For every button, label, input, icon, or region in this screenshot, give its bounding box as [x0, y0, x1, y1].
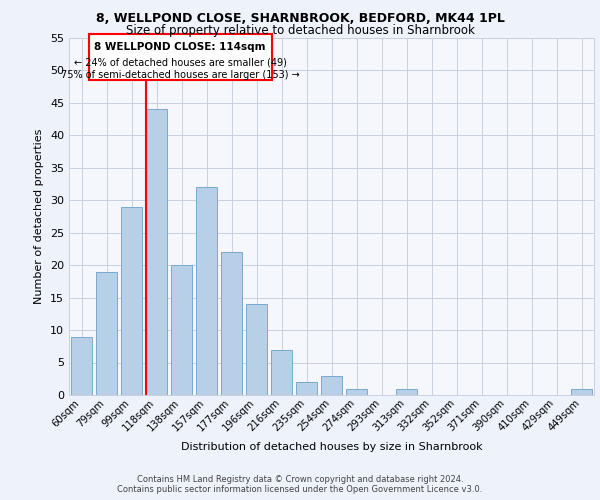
Text: 8 WELLPOND CLOSE: 114sqm: 8 WELLPOND CLOSE: 114sqm	[95, 42, 266, 52]
Text: ← 24% of detached houses are smaller (49): ← 24% of detached houses are smaller (49…	[74, 57, 287, 67]
Text: Contains HM Land Registry data © Crown copyright and database right 2024.: Contains HM Land Registry data © Crown c…	[137, 475, 463, 484]
Bar	[146, 109, 167, 395]
Bar	[121, 206, 142, 395]
Bar	[571, 388, 592, 395]
Bar	[321, 376, 342, 395]
Text: 8, WELLPOND CLOSE, SHARNBROOK, BEDFORD, MK44 1PL: 8, WELLPOND CLOSE, SHARNBROOK, BEDFORD, …	[95, 12, 505, 26]
Y-axis label: Number of detached properties: Number of detached properties	[34, 128, 44, 304]
Bar	[221, 252, 242, 395]
Bar	[196, 187, 217, 395]
Text: Size of property relative to detached houses in Sharnbrook: Size of property relative to detached ho…	[125, 24, 475, 37]
Text: 75% of semi-detached houses are larger (153) →: 75% of semi-detached houses are larger (…	[61, 70, 299, 80]
Bar	[346, 388, 367, 395]
Bar	[246, 304, 267, 395]
Bar	[396, 388, 417, 395]
Bar	[296, 382, 317, 395]
Text: Contains public sector information licensed under the Open Government Licence v3: Contains public sector information licen…	[118, 485, 482, 494]
X-axis label: Distribution of detached houses by size in Sharnbrook: Distribution of detached houses by size …	[181, 442, 482, 452]
Bar	[271, 350, 292, 395]
FancyBboxPatch shape	[89, 34, 271, 80]
Bar	[96, 272, 117, 395]
Bar	[171, 265, 192, 395]
Bar	[71, 336, 92, 395]
